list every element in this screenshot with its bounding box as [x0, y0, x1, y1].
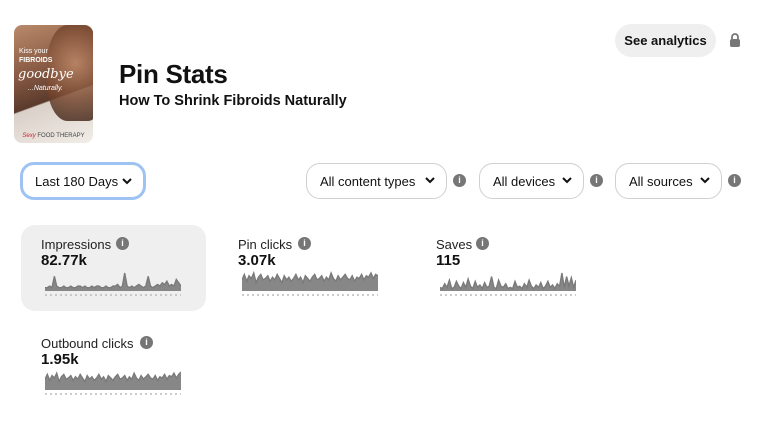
stat-value: 115 — [436, 252, 461, 269]
thumbnail-photo — [47, 25, 93, 121]
stat-label: Pin clicks — [238, 237, 293, 252]
thumbnail-text-bottom: ...Naturally. — [28, 85, 63, 92]
stat-value: 3.07k — [238, 252, 276, 269]
chevron-down-icon — [562, 177, 572, 184]
stat-card-saves[interactable]: Saves i 115 — [415, 225, 600, 311]
pin-subtitle: How To Shrink Fibroids Naturally — [119, 93, 347, 109]
sparkline-chart — [440, 272, 576, 296]
thumbnail-text-script: goodbye — [18, 67, 74, 82]
page-title: Pin Stats — [119, 59, 228, 89]
stat-card-impressions[interactable]: Impressions i 82.77k — [21, 225, 206, 311]
sparkline-chart — [45, 272, 181, 296]
stat-label: Outbound clicks — [41, 336, 134, 351]
sparkline-line — [440, 272, 576, 291]
sources-dropdown[interactable]: All sources — [615, 163, 722, 199]
chevron-down-icon — [700, 177, 710, 184]
outbound-clicks-info-icon[interactable]: i — [140, 336, 153, 349]
chevron-down-icon — [122, 178, 132, 185]
stat-value: 1.95k — [41, 351, 79, 368]
saves-info-icon[interactable]: i — [476, 237, 489, 250]
stat-label: Impressions — [41, 237, 112, 252]
period-dropdown-label: Last 180 Days — [35, 173, 119, 189]
stat-label: Saves — [436, 237, 473, 252]
pin-thumbnail[interactable]: Kiss your FIBROIDS goodbye ...Naturally.… — [14, 25, 93, 143]
devices-info-icon[interactable]: i — [590, 174, 603, 187]
impressions-info-icon[interactable]: i — [116, 237, 129, 250]
sources-info-icon[interactable]: i — [728, 174, 741, 187]
sources-dropdown-label: All sources — [629, 173, 693, 189]
sparkline-line — [45, 371, 181, 384]
devices-dropdown[interactable]: All devices — [479, 163, 584, 199]
stat-value: 82.77k — [41, 252, 87, 269]
devices-dropdown-label: All devices — [493, 173, 556, 189]
stat-card-outbound-clicks[interactable]: Outbound clicks i 1.95k — [21, 324, 206, 410]
pin-clicks-info-icon[interactable]: i — [298, 237, 311, 250]
sparkline-chart — [45, 371, 181, 395]
see-analytics-button[interactable]: See analytics — [615, 24, 716, 57]
thumbnail-brand: Sexy FOOD THERAPY — [22, 133, 85, 139]
lock-icon[interactable] — [729, 33, 741, 47]
sparkline-line — [45, 272, 181, 289]
content-types-dropdown[interactable]: All content types — [306, 163, 447, 199]
sparkline-area — [45, 273, 181, 291]
stat-card-pin-clicks[interactable]: Pin clicks i 3.07k — [218, 225, 403, 311]
sparkline-chart — [242, 271, 378, 296]
sparkline-line — [242, 271, 378, 285]
thumbnail-text-top: Kiss your FIBROIDS — [19, 48, 53, 64]
chevron-down-icon — [425, 177, 435, 184]
content-types-dropdown-label: All content types — [320, 173, 416, 189]
period-dropdown[interactable]: Last 180 Days — [20, 162, 146, 200]
content-types-info-icon[interactable]: i — [453, 174, 466, 187]
